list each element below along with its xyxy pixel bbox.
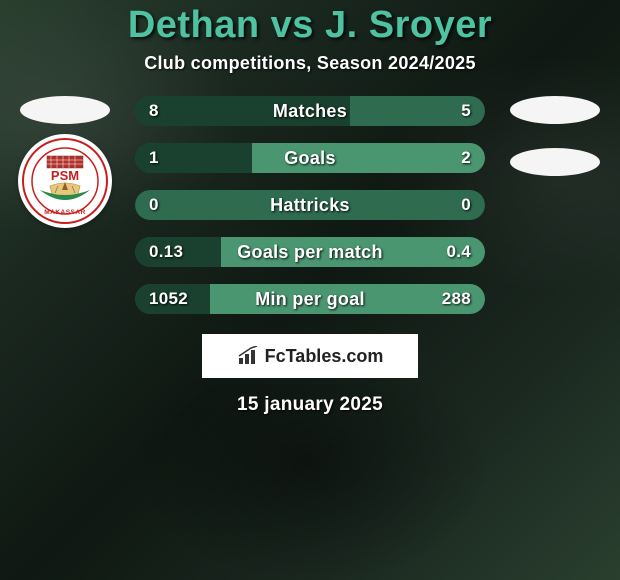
brand-box[interactable]: FcTables.com bbox=[202, 334, 418, 378]
stat-bar: 1 Goals 2 bbox=[135, 143, 485, 173]
stat-value-right: 2 bbox=[461, 148, 471, 168]
club-badge-right bbox=[510, 148, 600, 176]
page-subtitle: Club competitions, Season 2024/2025 bbox=[144, 53, 476, 74]
left-column: PSM MAKASSAR bbox=[15, 96, 115, 314]
stat-value-left: 0 bbox=[149, 195, 159, 215]
club-badge-left: PSM MAKASSAR bbox=[18, 134, 112, 228]
svg-text:MAKASSAR: MAKASSAR bbox=[44, 209, 86, 216]
stat-value-left: 0.13 bbox=[149, 242, 183, 262]
stat-label: Hattricks bbox=[270, 195, 350, 216]
stat-value-right: 5 bbox=[461, 101, 471, 121]
player-badge-left bbox=[20, 96, 110, 124]
stat-label: Goals bbox=[284, 148, 336, 169]
stat-label: Min per goal bbox=[255, 289, 365, 310]
stat-value-left: 8 bbox=[149, 101, 159, 121]
stat-value-left: 1 bbox=[149, 148, 159, 168]
svg-text:PSM: PSM bbox=[51, 168, 79, 183]
brand-label: FcTables.com bbox=[265, 346, 384, 367]
body-row: PSM MAKASSAR 8Matches51Goals20Hattricks0… bbox=[0, 96, 620, 314]
stat-value-right: 0 bbox=[461, 195, 471, 215]
stat-label: Goals per match bbox=[237, 242, 383, 263]
date-label: 15 january 2025 bbox=[237, 394, 383, 416]
stats-column: 8 Matches 5 1 Goals 2 0 Hattricks 0 0.13 Goals per… bbox=[135, 96, 485, 314]
bars-icon bbox=[237, 346, 261, 366]
stat-label: Matches bbox=[273, 101, 347, 122]
stat-value-left: 1052 bbox=[149, 289, 188, 309]
psm-logo-icon: PSM MAKASSAR bbox=[22, 138, 108, 224]
content-container: Dethan vs J. Sroyer Club competitions, S… bbox=[0, 0, 620, 580]
stat-value-right: 0.4 bbox=[446, 242, 471, 262]
stat-bar: 0.13 Goals per match 0.4 bbox=[135, 237, 485, 267]
stat-value-right: 288 bbox=[442, 289, 471, 309]
page-title: Dethan vs J. Sroyer bbox=[128, 4, 492, 47]
player-badge-right bbox=[510, 96, 600, 124]
stat-bar: 1052 Min per goal 288 bbox=[135, 284, 485, 314]
right-column bbox=[505, 96, 605, 314]
stat-bar: 0 Hattricks 0 bbox=[135, 190, 485, 220]
stat-bar: 8 Matches 5 bbox=[135, 96, 485, 126]
